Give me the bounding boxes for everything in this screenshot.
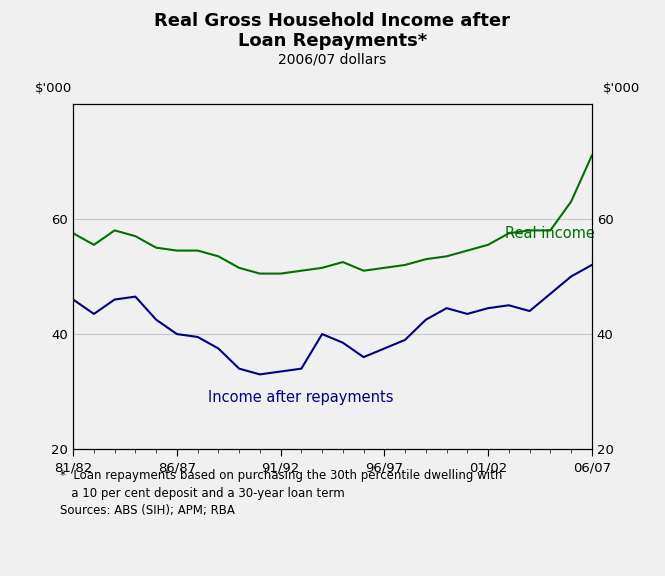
Text: Sources: ABS (SIH); APM; RBA: Sources: ABS (SIH); APM; RBA	[60, 504, 235, 517]
Text: $'000: $'000	[35, 82, 72, 95]
Text: Real income: Real income	[505, 226, 595, 241]
Text: Real Gross Household Income after: Real Gross Household Income after	[154, 12, 511, 29]
Text: a 10 per cent deposit and a 30-year loan term: a 10 per cent deposit and a 30-year loan…	[60, 487, 344, 500]
Text: *  Loan repayments based on purchasing the 30th percentile dwelling with: * Loan repayments based on purchasing th…	[60, 469, 502, 483]
Text: Income after repayments: Income after repayments	[208, 390, 394, 405]
Text: $'000: $'000	[603, 82, 640, 95]
Text: Loan Repayments*: Loan Repayments*	[238, 32, 427, 50]
Text: 2006/07 dollars: 2006/07 dollars	[279, 53, 386, 67]
